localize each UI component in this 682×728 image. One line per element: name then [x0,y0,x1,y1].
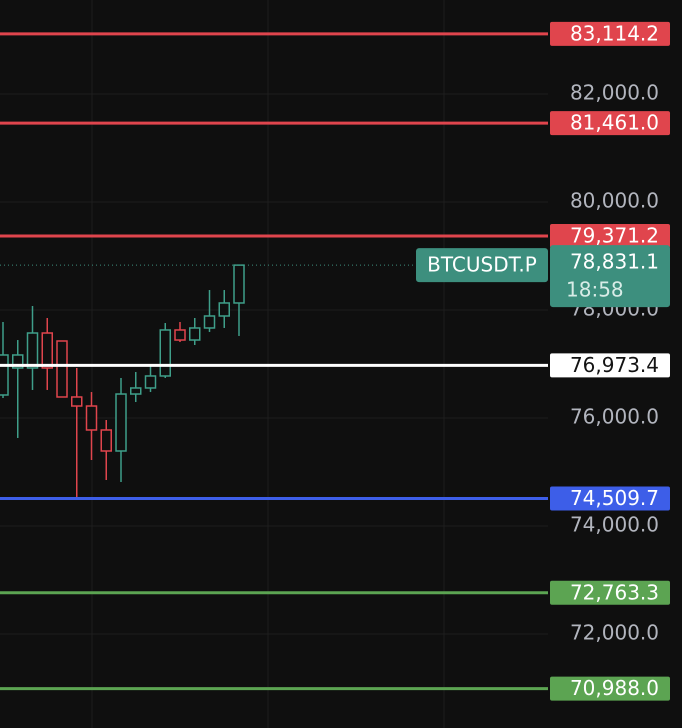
level-label: 83,114.2 [570,21,659,45]
candle-body [100,429,112,452]
level-label: 72,763.3 [570,580,659,604]
candle-body [56,340,68,398]
level-label: 81,461.0 [570,111,659,135]
level-label-box [550,580,670,605]
candle-body [189,327,201,341]
current-price-box [550,245,670,308]
candle-body [0,354,9,396]
candle-body [203,315,216,329]
candle-body [26,332,39,369]
candle-body [159,329,171,377]
level-label-box [550,486,670,511]
candle-body [85,405,98,431]
current-price-label: 78,831.1 [570,250,659,274]
level-label: 74,509.7 [570,486,659,510]
y-tick-label: 82,000.0 [570,80,659,104]
candle-body [115,393,127,452]
candle-body [71,396,83,407]
y-tick-label: 72,000.0 [570,621,659,645]
level-label-box [550,111,670,136]
level-label: 70,988.0 [570,676,659,700]
candle-body [233,264,245,304]
level-label-box [550,223,670,248]
level-label-box [550,353,670,378]
level-label-box [550,676,670,701]
candle-body [218,302,230,317]
symbol-label-box [416,248,548,283]
candle-body [174,329,186,341]
level-label-box [550,21,670,46]
candle-body [12,354,24,369]
countdown-label: 18:58 [566,278,624,302]
y-tick-label: 76,000.0 [570,405,659,429]
y-tick-label: 74,000.0 [570,513,659,537]
candle-body [144,375,157,389]
y-tick-label: 80,000.0 [570,188,659,212]
level-label: 76,973.4 [570,353,659,377]
symbol-label: BTCUSDT.P [427,253,537,277]
candle-body [41,332,53,369]
level-label: 79,371.2 [570,223,659,247]
candle-body [130,387,142,395]
